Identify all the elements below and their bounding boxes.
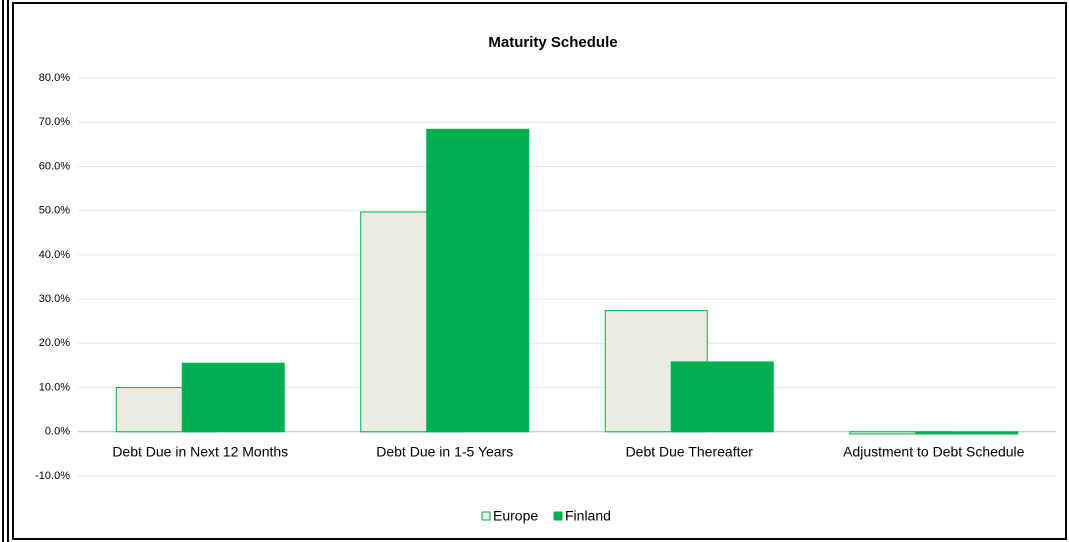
legend-swatch — [481, 511, 491, 521]
y-tick-label: 30.0% — [39, 293, 70, 305]
legend-label: Finland — [565, 508, 611, 524]
y-tick-label: 0.0% — [45, 426, 70, 438]
legend-label: Europe — [493, 508, 538, 524]
chart-border — [12, 2, 1067, 540]
y-tick-label: 10.0% — [39, 381, 70, 393]
chart-title: Maturity Schedule — [488, 34, 617, 51]
y-tick-label: 40.0% — [39, 249, 70, 261]
bar — [915, 431, 1019, 435]
x-tick-label: Debt Due in Next 12 Months — [112, 444, 288, 460]
y-tick-label: 50.0% — [39, 205, 70, 217]
y-tick-label: 20.0% — [39, 337, 70, 349]
y-tick-label: 70.0% — [39, 116, 70, 128]
y-tick-label: 80.0% — [39, 72, 70, 84]
y-tick-label: 60.0% — [39, 160, 70, 172]
bar — [670, 361, 774, 433]
bar — [426, 128, 530, 433]
bar — [181, 362, 285, 433]
x-tick-label: Debt Due Thereafter — [626, 444, 754, 460]
y-tick-label: -10.0% — [35, 470, 70, 482]
legend-swatch — [553, 511, 563, 521]
x-tick-label: Debt Due in 1-5 Years — [376, 444, 513, 460]
x-tick-label: Adjustment to Debt Schedule — [843, 444, 1025, 460]
